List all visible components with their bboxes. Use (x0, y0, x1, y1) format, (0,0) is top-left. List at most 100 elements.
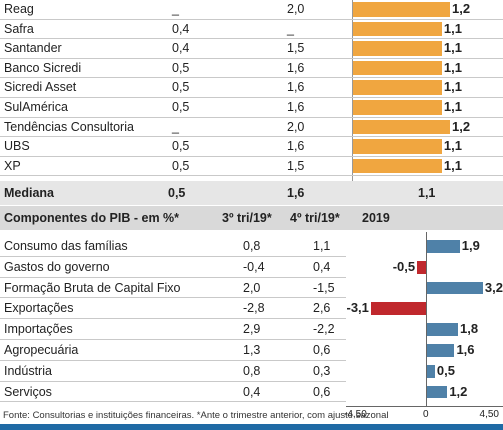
row-divider (0, 18, 503, 20)
bottom-accent-bar (0, 424, 503, 430)
pib-bar-label: -3,1 (346, 300, 369, 316)
institution-name: SulAmérica (4, 100, 68, 114)
row-divider (0, 57, 503, 59)
pib-x-tick-label: 0 (423, 409, 429, 421)
forecast-c1: 0,4 (172, 21, 190, 36)
row-divider (0, 276, 346, 278)
forecast-bar (353, 139, 442, 154)
pib-col-q3: 3º tri/19* (222, 211, 272, 225)
row-divider (0, 297, 346, 299)
forecast-c2: 1,5 (287, 41, 305, 56)
forecast-c2: _ (287, 21, 294, 36)
pib-x-tick-label: 4,50 (479, 409, 499, 421)
forecast-c1: 0,5 (172, 60, 190, 75)
row-divider (0, 136, 503, 138)
forecast-c1: 0,5 (172, 158, 190, 173)
median-c2: 1,6 (287, 186, 305, 200)
pib-category: Agropecuária (4, 343, 79, 357)
forecast-row: Sicredi Asset 0,5 1,6 1,1 (0, 78, 503, 98)
row-divider (0, 339, 346, 340)
pib-row: Consumo das famílias 0,8 1,1 1,9 (0, 236, 503, 257)
pib-category: Gastos do governo (4, 259, 110, 274)
pib-bar-label: 1,6 (456, 342, 475, 357)
bar-column-separator (352, 0, 353, 181)
pib-bar-label: 0,5 (436, 362, 455, 378)
forecast-c2: 1,5 (287, 158, 305, 173)
institution-name: Reag (4, 2, 34, 16)
pib-bar-label: 1,8 (460, 321, 479, 337)
pib-q3-value: 0,4 (243, 384, 261, 399)
forecast-c2: 1,6 (287, 100, 305, 114)
row-divider (0, 318, 346, 320)
pib-category: Exportações (4, 301, 74, 316)
pib-x-axis (346, 406, 503, 408)
pib-row: Importações 2,9 -2,2 1,8 (0, 319, 503, 340)
row-divider (0, 175, 503, 177)
institution-name: XP (4, 158, 21, 173)
pib-bar (370, 302, 426, 316)
forecast-c1: 0,4 (172, 41, 190, 56)
pib-title: Componentes do PIB - em %* (4, 211, 180, 225)
pib-zero-axis (426, 232, 427, 407)
pib-bar (426, 323, 458, 336)
forecast-bar-label: 1,2 (452, 118, 471, 134)
forecast-c2: 2,0 (287, 119, 305, 134)
forecast-bar (353, 158, 442, 174)
forecast-c2: 1,6 (287, 60, 305, 75)
pib-category: Serviços (4, 384, 52, 399)
pib-row: Indústria 0,8 0,3 0,5 (0, 361, 503, 382)
forecast-bar-label: 1,1 (443, 138, 462, 154)
forecast-bar-label: 1,1 (443, 79, 462, 95)
pib-bar (426, 344, 455, 357)
pib-q4-value: 0,6 (313, 343, 331, 357)
pib-q3-value: 1,3 (243, 343, 261, 357)
pib-q4-value: 0,4 (313, 259, 331, 274)
institution-name: Tendências Consultoria (4, 119, 134, 134)
pib-q3-value: 2,0 (243, 280, 261, 295)
institution-name: UBS (4, 139, 30, 154)
pib-bar (417, 260, 426, 274)
forecast-bar (353, 41, 442, 56)
pib-bar-label: 1,9 (461, 238, 480, 253)
forecast-bar-label: 1,1 (443, 59, 462, 75)
source-note: Fonte: Consultorias e instituições finan… (3, 410, 389, 421)
pib-q3-value: 0,8 (243, 239, 261, 253)
forecast-row: SulAmérica 0,5 1,6 1,1 (0, 98, 503, 118)
forecast-c2: 1,6 (287, 80, 305, 95)
pib-q4-value: -2,2 (313, 322, 335, 337)
pib-q4-value: 0,3 (313, 363, 331, 378)
forecast-row: Banco Sicredi 0,5 1,6 1,1 (0, 59, 503, 79)
pib-q3-value: 0,8 (243, 363, 261, 378)
median-label: Mediana (4, 186, 55, 200)
pib-bar-label: 1,2 (449, 383, 468, 399)
pib-bar (426, 240, 460, 253)
pib-row: Serviços 0,4 0,6 1,2 (0, 382, 503, 403)
pib-category: Consumo das famílias (4, 239, 128, 253)
pib-bar-label: -0,5 (392, 258, 416, 274)
forecast-bar-label: 1,2 (452, 1, 471, 16)
forecast-bar (353, 119, 450, 135)
forecast-bar-label: 1,1 (443, 157, 462, 173)
institution-name: Sicredi Asset (4, 80, 77, 95)
pib-category: Importações (4, 322, 73, 337)
median-row: Mediana 0,5 1,6 1,1 (0, 181, 503, 205)
forecast-row: Santander 0,4 1,5 1,1 (0, 39, 503, 59)
pib-category: Formação Bruta de Capital Fixo (4, 280, 181, 295)
pib-q4-value: 1,1 (313, 239, 331, 253)
pib-row: Exportações -2,8 2,6 -3,1 (0, 298, 503, 319)
row-divider (0, 401, 346, 403)
pib-row: Agropecuária 1,3 0,6 1,6 (0, 340, 503, 361)
forecast-row: Reag _ 2,0 1,2 (0, 0, 503, 20)
forecast-bar (353, 2, 450, 17)
forecast-bar (353, 60, 442, 76)
pib-col-2019: 2019 (362, 211, 390, 225)
forecast-c1: _ (172, 2, 179, 16)
row-divider (0, 359, 346, 361)
pib-bar-label: 3,2 (484, 279, 503, 295)
forecast-row: Safra 0,4 _ 1,1 (0, 20, 503, 40)
pib-row: Gastos do governo -0,4 0,4 -0,5 (0, 257, 503, 278)
forecast-row: Tendências Consultoria _ 2,0 1,2 (0, 118, 503, 138)
forecast-c2: 2,0 (287, 2, 305, 16)
pib-row: Formação Bruta de Capital Fixo 2,0 -1,5 3,2 (0, 278, 503, 299)
pib-q4-value: 2,6 (313, 301, 331, 316)
